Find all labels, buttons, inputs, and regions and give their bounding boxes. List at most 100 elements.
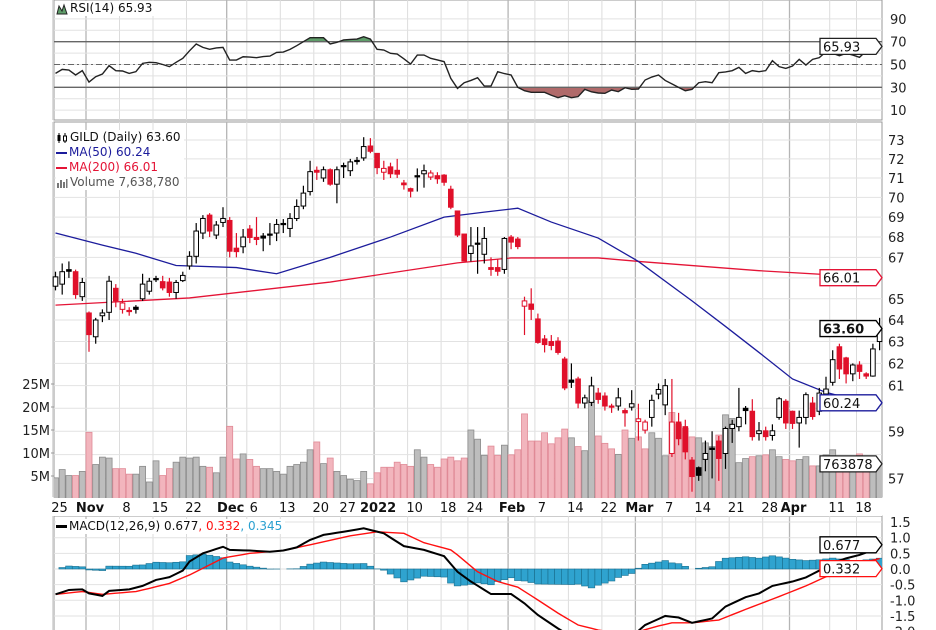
ma50-value-tag: 60.24 xyxy=(819,394,883,412)
candle-body xyxy=(66,269,72,272)
date-tick-label: 7 xyxy=(665,501,673,516)
macd-histogram-bar xyxy=(701,567,709,570)
volume-value-tag-box xyxy=(819,455,883,473)
macd-histogram-bar xyxy=(427,568,435,577)
candle-body xyxy=(421,170,427,175)
candle-body xyxy=(682,426,689,453)
macd-histogram-bar xyxy=(353,563,361,570)
candle-body xyxy=(314,169,320,173)
candle xyxy=(702,440,709,472)
macd-histogram-bar xyxy=(614,568,622,578)
candle-body xyxy=(501,237,508,270)
volume-bar xyxy=(159,475,167,498)
rsi-tick-label: 30 xyxy=(890,81,907,96)
volume-bar xyxy=(755,455,763,498)
macd-tick-label: 0.0 xyxy=(890,563,911,578)
macd-histogram-bar xyxy=(567,568,575,585)
macd-histogram-bar xyxy=(782,557,790,570)
candle-body xyxy=(689,459,695,478)
volume-value: 7,638,780 xyxy=(118,175,180,189)
macd-histogram-bar xyxy=(748,557,756,570)
candle-body xyxy=(736,416,742,428)
volume-bar xyxy=(253,465,260,498)
candle xyxy=(220,207,226,228)
candle-body xyxy=(749,410,756,438)
macd-histogram-bar xyxy=(514,568,522,581)
candle xyxy=(434,172,441,184)
candle-body xyxy=(776,398,782,418)
volume-bar xyxy=(547,443,555,498)
volume-bar xyxy=(72,475,79,498)
candle xyxy=(213,221,220,240)
close-value-tag-box xyxy=(819,319,883,338)
volume-tick-label: 15M xyxy=(22,424,50,439)
macd-histogram-bar xyxy=(728,557,736,570)
volume-bar xyxy=(474,438,482,498)
candle xyxy=(287,213,293,238)
candle-body xyxy=(783,400,789,424)
candle-body xyxy=(226,219,233,252)
volume-bar xyxy=(809,465,816,498)
volume-bar xyxy=(574,446,582,498)
price-tick-label: 67 xyxy=(888,251,905,266)
candle xyxy=(153,275,159,283)
candle xyxy=(515,237,521,250)
price-tick-label: 63 xyxy=(888,336,905,351)
histogram-value: , 0.345 xyxy=(240,519,283,533)
candle-body xyxy=(595,392,602,400)
macd-histogram-bar xyxy=(708,566,716,570)
date-tick-label: 14 xyxy=(694,501,711,516)
rsi-icon xyxy=(56,2,68,14)
candle xyxy=(159,275,166,291)
candle-body xyxy=(454,210,461,236)
price-legend: GILD (Daily) 63.60 MA(50) 60.24 MA(200) … xyxy=(56,130,184,190)
volume-bar xyxy=(306,449,314,498)
volume-bar xyxy=(762,454,770,498)
candle xyxy=(206,213,213,238)
candle xyxy=(267,223,273,246)
volume-bar xyxy=(293,464,301,498)
volume-bar xyxy=(239,453,247,498)
macd-histogram-bar xyxy=(433,568,442,578)
volume-bar xyxy=(320,463,327,498)
candle-body xyxy=(213,224,220,236)
candle xyxy=(233,233,240,258)
candle xyxy=(461,233,467,262)
volume-bar xyxy=(65,475,73,498)
candle-body xyxy=(59,271,66,285)
candle xyxy=(79,277,86,301)
macd-tick-label: -0.5 xyxy=(890,579,915,594)
volume-tick-label: 20M xyxy=(22,401,50,416)
candle-body xyxy=(334,169,340,185)
ma200-value-tag: 66.01 xyxy=(819,269,883,287)
macd-histogram-bar xyxy=(339,563,348,570)
candle xyxy=(92,317,99,344)
candle-body xyxy=(850,364,856,375)
volume-bar xyxy=(447,456,455,498)
candle xyxy=(776,396,782,420)
macd-tick-label: -1.5 xyxy=(890,610,915,625)
volume-bar xyxy=(152,460,160,498)
macd-histogram-bar xyxy=(668,562,676,570)
candle-body xyxy=(568,379,575,383)
candle-body xyxy=(608,405,615,408)
date-tick-label: Dec xyxy=(217,501,244,516)
price-value: 63.60 xyxy=(146,130,181,144)
macd-histogram-bar xyxy=(393,568,401,579)
candle xyxy=(602,392,608,411)
candle-body xyxy=(367,145,374,152)
volume-bar xyxy=(641,448,649,498)
candle xyxy=(367,138,374,154)
candle xyxy=(200,215,206,240)
volume-bar xyxy=(299,461,307,498)
candlesticks xyxy=(52,137,883,492)
volume-bar xyxy=(440,458,448,498)
macd-histogram-bar xyxy=(775,556,783,570)
candle xyxy=(863,372,870,379)
rsi-tick-label: 90 xyxy=(890,13,907,28)
macd-histogram-bar xyxy=(735,556,743,570)
macd-histogram-bar xyxy=(246,565,254,570)
candle-body xyxy=(769,430,776,436)
volume-bar xyxy=(232,458,240,498)
